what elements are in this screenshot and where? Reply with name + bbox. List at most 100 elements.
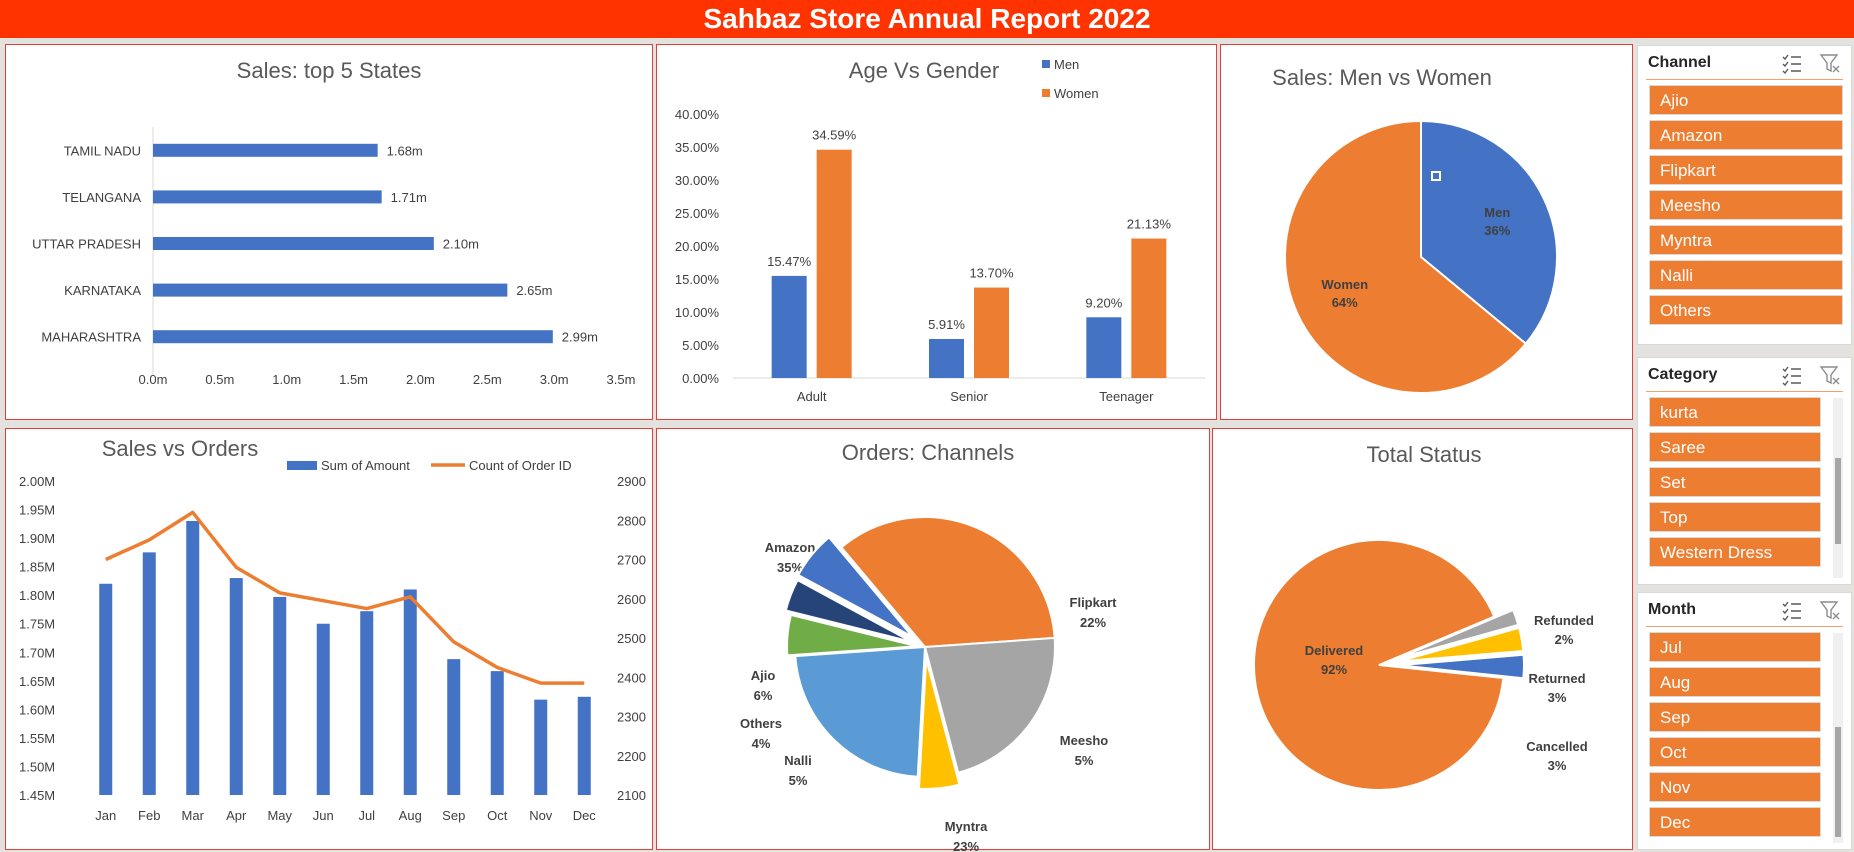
slicer-category-item[interactable]: Set <box>1649 467 1821 497</box>
chart-title: Sales: top 5 States <box>237 58 422 83</box>
slicer-channel-item[interactable]: Flipkart <box>1649 155 1843 185</box>
slicer-channel-item[interactable]: Meesho <box>1649 190 1843 220</box>
slicer-month-item[interactable]: Dec <box>1649 807 1821 837</box>
pie-slice-amazon <box>840 516 1056 649</box>
category-label: Sep <box>442 808 465 823</box>
tick-label: 40.00% <box>675 107 720 122</box>
slicer-month-scrollbar[interactable] <box>1833 633 1843 843</box>
slice-value-label: 3% <box>1548 690 1567 705</box>
series-line <box>105 510 585 685</box>
pie-slice-delivered <box>1253 539 1505 791</box>
left-tick-label: 1.50M <box>19 759 55 774</box>
category-label: Jul <box>358 808 375 823</box>
chart-men-women-panel[interactable]: Sales: Men vs Women Men 36% Women 64% <box>1220 44 1633 420</box>
slicer-month-item[interactable]: Sep <box>1649 702 1821 732</box>
slicer-category-scrollbar[interactable] <box>1833 398 1843 578</box>
report-title-banner: Sahbaz Store Annual Report 2022 <box>0 0 1854 38</box>
left-tick-label: 1.45M <box>19 788 55 803</box>
bar <box>816 149 852 378</box>
tick-label: 0.0m <box>139 372 168 387</box>
slicer-category-item[interactable]: Top <box>1649 502 1821 532</box>
data-label: 1.68m <box>387 143 423 158</box>
chart-channels: Orders: Channels Amazon 35% Flipkart 22% Mees… <box>740 440 1117 851</box>
chart-status-panel[interactable]: Total Status Delivered 92% Refunded 2% Return… <box>1212 428 1633 850</box>
bar <box>447 659 461 795</box>
slicer-channel-title: Channel <box>1648 54 1712 71</box>
right-tick-label: 2500 <box>617 631 646 646</box>
slice-value-label: 5% <box>1075 753 1094 768</box>
slicer-category-header: Category <box>1646 358 1843 392</box>
slice-value-label: 35% <box>777 560 803 575</box>
bar <box>153 330 553 344</box>
category-label: KARNATAKA <box>64 283 141 298</box>
slicer-channel-item[interactable]: Myntra <box>1649 225 1843 255</box>
category-label: Oct <box>487 808 508 823</box>
right-tick-label: 2800 <box>617 513 646 528</box>
pie-slice-refunded <box>1397 608 1520 660</box>
pie-slice-men <box>1420 119 1558 346</box>
slicer-category-item[interactable]: kurta <box>1649 397 1821 427</box>
category-label: Teenager <box>1099 389 1154 404</box>
chart-sales-orders-panel[interactable]: Sales vs Orders 1.45M 1.50M 1.55M 1.60M 1.65M… <box>5 428 653 850</box>
data-label: 9.20% <box>1085 295 1122 310</box>
slice-name-label: Nalli <box>784 753 811 768</box>
multi-select-icon[interactable] <box>1781 52 1803 74</box>
slicer-month-item[interactable]: Nov <box>1649 772 1821 802</box>
right-tick-label: 2600 <box>617 592 646 607</box>
bar <box>534 699 548 795</box>
data-label: 13.70% <box>969 266 1014 281</box>
tick-label: 2.0m <box>406 372 435 387</box>
scrollbar-thumb[interactable] <box>1835 458 1841 544</box>
data-label: 2.99m <box>562 330 598 345</box>
clear-filter-icon[interactable] <box>1819 52 1841 74</box>
clear-filter-icon[interactable] <box>1819 599 1841 621</box>
category-label: Senior <box>950 389 988 404</box>
tick-label: 15.00% <box>675 272 720 287</box>
slicer-month-item[interactable]: Jul <box>1649 632 1821 662</box>
category-label: Jun <box>313 808 334 823</box>
left-tick-label: 1.55M <box>19 731 55 746</box>
chart-top-states-panel[interactable]: Sales: top 5 States TAMIL NADU 1.68m TELANG… <box>5 44 653 420</box>
tick-label: 2.5m <box>473 372 502 387</box>
slicer-category-item[interactable]: Western Dress <box>1649 537 1821 567</box>
slicer-category-items: kurta Saree Set Top Western Dress <box>1638 392 1829 567</box>
scrollbar-thumb[interactable] <box>1835 727 1841 837</box>
multi-select-icon[interactable] <box>1781 599 1803 621</box>
slicer-month-title: Month <box>1648 601 1696 618</box>
pie-slice-women <box>1284 119 1528 394</box>
chart-channels-panel[interactable]: Orders: Channels Amazon 35% Flipkart 22% Mees… <box>656 428 1210 851</box>
multi-select-icon[interactable] <box>1781 364 1803 386</box>
pie-slice-nalli <box>786 613 918 657</box>
chart-age-gender-panel[interactable]: Age Vs Gender 0.00% 5.00% 10.00% 15.00% 20.00… <box>656 44 1217 420</box>
chart-title: Age Vs Gender <box>849 58 999 83</box>
slicer-channel-item[interactable]: Nalli <box>1649 260 1843 290</box>
category-label: TAMIL NADU <box>64 143 141 158</box>
slicer-category-item[interactable]: Saree <box>1649 432 1821 462</box>
bar <box>316 623 330 795</box>
right-tick-label: 2900 <box>617 474 646 489</box>
tick-label: 35.00% <box>675 140 720 155</box>
category-label: Aug <box>399 808 422 823</box>
slice-name-label: Delivered <box>1305 643 1364 658</box>
slicer-month-item[interactable]: Oct <box>1649 737 1821 767</box>
slicer-channel-item[interactable]: Amazon <box>1649 120 1843 150</box>
slicer-channel-item[interactable]: Ajio <box>1649 85 1843 115</box>
clear-filter-icon[interactable] <box>1819 364 1841 386</box>
legend-marker <box>1042 60 1050 68</box>
slice-value-label: 3% <box>1548 758 1567 773</box>
slicer-month-item[interactable]: Aug <box>1649 667 1821 697</box>
legend-label: Women <box>1054 86 1099 101</box>
bar <box>403 589 417 795</box>
category-label: Dec <box>573 808 597 823</box>
slice-name-label: Returned <box>1528 671 1585 686</box>
data-label: 21.13% <box>1127 217 1172 232</box>
category-label: UTTAR PRADESH <box>32 237 141 252</box>
right-tick-label: 2400 <box>617 670 646 685</box>
pie-slice-meesho <box>917 658 961 790</box>
tick-label: 30.00% <box>675 173 720 188</box>
report-title: Sahbaz Store Annual Report 2022 <box>703 3 1151 34</box>
bar <box>577 696 591 795</box>
bar <box>153 283 508 297</box>
pie-slice-others <box>784 578 913 643</box>
slicer-channel-item[interactable]: Others <box>1649 295 1843 325</box>
